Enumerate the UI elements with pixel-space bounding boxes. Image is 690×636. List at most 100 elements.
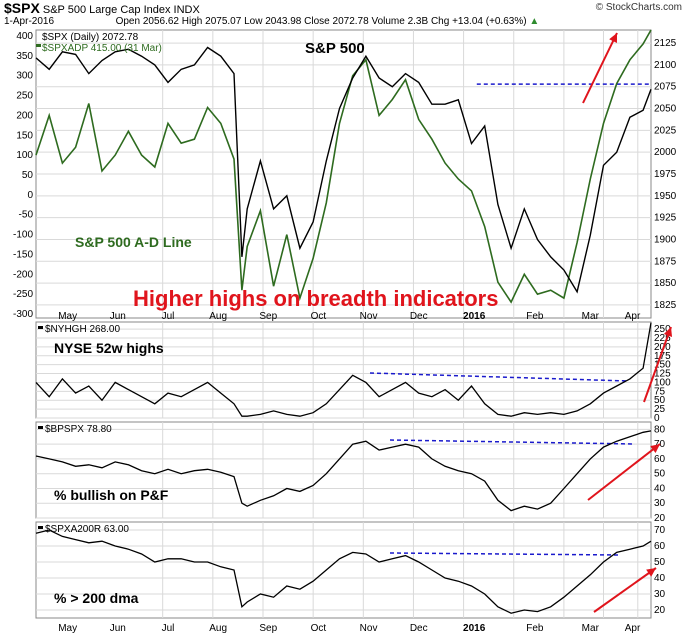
open-label: Open: [115, 16, 141, 27]
spx-price-series: [35, 46, 652, 294]
legend-swatch-sub2: [38, 526, 43, 529]
y-tick-sub1-4: 60: [654, 454, 666, 465]
volume-label: Volume: [371, 16, 405, 27]
ad-line-label: S&P 500 A-D Line: [75, 234, 192, 250]
y-tick-sub0-8: 200: [654, 342, 671, 353]
chart-header: $SPX S&P 500 Large Cap Index INDX: [4, 0, 200, 16]
y-tick-sub0-0: 0: [654, 413, 660, 424]
main-arrow-shaft: [582, 32, 618, 104]
dashed-trend-sub2: [389, 552, 621, 556]
y-tick-sub1-6: 80: [654, 424, 666, 435]
arrow-sub1-shaft: [587, 443, 661, 501]
x-tick-label-bottom-10: Mar: [582, 623, 600, 634]
watermark: © StockCharts.com: [595, 2, 682, 13]
x-tick-label-bottom-8: 2016: [463, 623, 486, 634]
panel-label-sub2: % > 200 dma: [54, 590, 139, 606]
panel-frame-3: [35, 521, 652, 619]
x-tick-label-main-5: Oct: [311, 311, 327, 322]
x-tick-label-main-9: Feb: [526, 311, 544, 322]
x-tick-label-bottom-3: Aug: [209, 623, 227, 634]
y-tick-sub0-6: 150: [654, 360, 671, 371]
panel-label-sub1: % bullish on P&F: [54, 487, 169, 503]
y-tick-left-main-10: 200: [16, 110, 33, 121]
breadth-annotation: Higher highs on breadth indicators: [133, 286, 498, 311]
y-tick-left-main-8: 100: [16, 150, 33, 161]
x-tick-label-bottom-5: Oct: [311, 623, 327, 634]
x-tick-label-bottom-0: May: [58, 623, 77, 634]
x-tick-label-main-0: May: [58, 311, 77, 322]
x-tick-label-bottom-9: Feb: [526, 623, 544, 634]
y-tick-left-main-14: 400: [16, 31, 33, 42]
y-tick-right-main-2: 1875: [654, 256, 677, 267]
up-triangle-icon: ▲: [529, 16, 540, 27]
symbol-label: $SPX: [4, 0, 40, 16]
y-tick-sub2-5: 70: [654, 525, 666, 536]
high-label: High: [181, 16, 203, 27]
y-tick-left-main-13: 350: [16, 51, 33, 62]
y-tick-right-main-10: 2075: [654, 82, 677, 93]
y-tick-sub0-7: 175: [654, 351, 671, 362]
dashed-trend-sub1: [389, 439, 636, 445]
low-label: Low: [244, 16, 263, 27]
chg-label: Chg: [430, 16, 450, 27]
y-tick-sub1-3: 50: [654, 469, 666, 480]
y-tick-right-main-8: 2025: [654, 125, 677, 136]
x-tick-label-main-10: Mar: [582, 311, 600, 322]
y-tick-sub0-9: 225: [654, 333, 671, 344]
x-tick-label-bottom-4: Sep: [259, 623, 277, 634]
y-tick-left-main-7: 50: [22, 170, 34, 181]
y-tick-left-main-9: 150: [16, 130, 33, 141]
ohlc-row: 1-Apr-2016 Open 2056.62 High 2075.07 Low…: [4, 16, 539, 27]
x-tick-label-bottom-6: Nov: [360, 623, 378, 634]
chg-value: +13.04 (+0.63%): [452, 16, 527, 27]
arrow-sub2-head: [646, 568, 656, 577]
main-title: S&P 500: [305, 40, 365, 57]
arrow-sub2-shaft: [593, 567, 657, 613]
series-sub1: [35, 430, 652, 512]
x-tick-label-main-2: Jul: [162, 311, 175, 322]
y-tick-sub2-3: 50: [654, 557, 666, 568]
x-tick-label-main-6: Nov: [360, 311, 378, 322]
legend-sub1: $BPSPX 78.80: [45, 424, 112, 435]
y-tick-sub2-4: 60: [654, 541, 666, 552]
legend-swatch-sub1: [38, 426, 43, 429]
y-tick-right-main-11: 2100: [654, 60, 677, 71]
x-tick-label-main-4: Sep: [259, 311, 277, 322]
series-sub2: [35, 529, 652, 614]
y-tick-left-main-4: -100: [13, 230, 33, 241]
x-tick-label-main-7: Dec: [410, 311, 428, 322]
y-tick-right-main-3: 1900: [654, 234, 677, 245]
y-tick-sub0-4: 100: [654, 377, 671, 388]
y-tick-sub1-0: 20: [654, 513, 666, 524]
legend-spx: $SPX (Daily) 2072.78: [42, 32, 139, 43]
legend-swatch-sub0: [38, 326, 43, 329]
y-tick-right-main-6: 1975: [654, 169, 677, 180]
arrow-sub0-shaft: [643, 326, 672, 403]
x-tick-label-bottom-2: Jul: [162, 623, 175, 634]
y-tick-sub1-2: 40: [654, 483, 666, 494]
y-tick-sub0-10: 250: [654, 324, 671, 335]
arrow-sub0-head: [663, 327, 673, 337]
x-tick-label-main-3: Aug: [209, 311, 227, 322]
y-tick-left-main-2: -200: [13, 269, 33, 280]
x-tick-label-main-11: Apr: [625, 311, 641, 322]
y-tick-sub0-1: 25: [654, 404, 666, 415]
high-value: 2075.07: [205, 16, 242, 27]
panel-label-sub0: NYSE 52w highs: [54, 340, 164, 356]
arrow-sub1-head: [650, 444, 660, 453]
y-tick-right-main-7: 2000: [654, 147, 677, 158]
open-value: 2056.62: [142, 16, 179, 27]
y-tick-right-main-5: 1950: [654, 191, 677, 202]
x-tick-label-bottom-11: Apr: [625, 623, 641, 634]
volume-value: 2.3B: [407, 16, 429, 27]
legend-spxadp-swatch: [36, 44, 41, 47]
y-tick-left-main-3: -150: [13, 249, 33, 260]
y-tick-right-main-12: 2125: [654, 38, 677, 49]
y-tick-sub0-3: 75: [654, 386, 666, 397]
x-tick-label-main-8: 2016: [463, 311, 486, 322]
y-tick-left-main-5: -50: [19, 210, 34, 221]
low-value: 2043.98: [265, 16, 302, 27]
legend-sub0: $NYHGH 268.00: [45, 324, 120, 335]
panel-frame-1: [35, 321, 652, 419]
